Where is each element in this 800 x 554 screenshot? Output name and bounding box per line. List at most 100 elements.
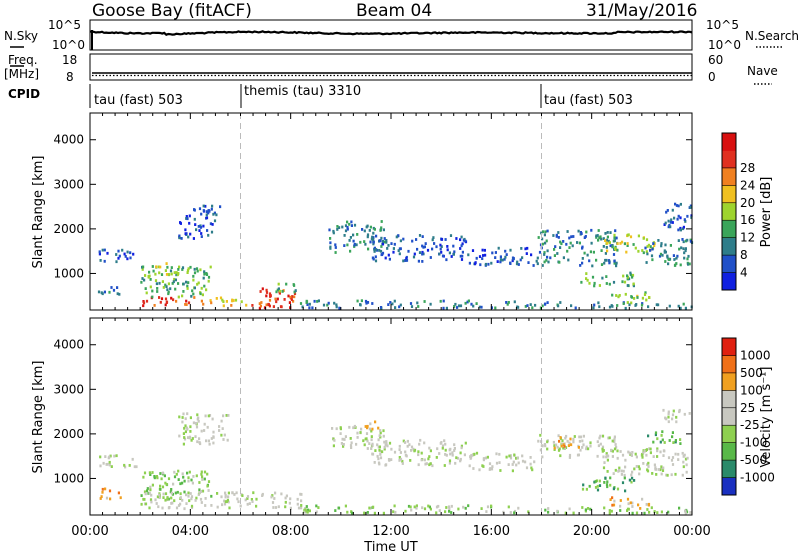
- range-cell: [406, 444, 409, 448]
- range-cell: [581, 246, 584, 250]
- range-cell: [227, 500, 230, 504]
- range-cell: [665, 210, 668, 214]
- range-cell: [546, 229, 549, 233]
- range-cell: [142, 497, 145, 501]
- range-cell: [359, 431, 362, 434]
- range-cell: [296, 497, 299, 501]
- range-cell: [505, 253, 508, 256]
- range-cell: [598, 436, 601, 440]
- range-cell: [251, 500, 254, 503]
- range-cell: [372, 231, 375, 235]
- range-cell: [360, 299, 363, 303]
- range-cell: [630, 295, 633, 298]
- range-cell: [480, 305, 483, 309]
- range-cell: [546, 447, 549, 451]
- colorbar-segment: [722, 338, 736, 356]
- range-cell: [615, 261, 618, 265]
- range-cell: [135, 465, 138, 469]
- range-cell: [478, 305, 481, 309]
- colorbar-tick-label: 16: [740, 213, 755, 227]
- range-cell: [116, 292, 119, 296]
- range-cell: [373, 250, 376, 253]
- range-cell: [220, 495, 223, 499]
- range-cell: [195, 496, 198, 500]
- range-cell: [598, 236, 601, 240]
- nsky-label: N.Sky: [4, 29, 38, 43]
- range-cell: [108, 290, 111, 294]
- range-cell: [675, 204, 678, 207]
- range-cell: [177, 295, 180, 299]
- range-cell: [650, 254, 654, 258]
- range-cell: [422, 245, 425, 249]
- range-cell: [613, 437, 616, 441]
- range-cell: [455, 237, 458, 240]
- range-cell: [413, 505, 416, 509]
- range-cell: [303, 510, 306, 514]
- range-cell: [671, 431, 674, 434]
- range-cell: [154, 279, 158, 282]
- range-cell: [268, 298, 272, 302]
- range-cell: [486, 505, 490, 509]
- range-cell: [441, 446, 444, 450]
- range-cell: [370, 237, 373, 241]
- range-cell: [110, 465, 113, 468]
- range-cell: [683, 453, 686, 457]
- range-cell: [393, 242, 396, 246]
- range-cell: [534, 303, 537, 307]
- range-cell: [529, 456, 532, 459]
- range-cell: [451, 451, 454, 455]
- range-cell: [662, 454, 665, 457]
- range-cell: [541, 237, 544, 241]
- range-cell: [539, 433, 542, 437]
- range-cell: [672, 409, 675, 413]
- range-cell: [200, 232, 203, 235]
- range-cell: [614, 229, 617, 233]
- range-cell: [413, 252, 416, 256]
- range-cell: [578, 241, 581, 245]
- range-cell: [124, 255, 127, 258]
- range-cell: [570, 443, 573, 447]
- range-cell: [667, 219, 670, 223]
- range-cell: [554, 245, 557, 248]
- range-cell: [497, 246, 500, 250]
- range-cell: [103, 248, 106, 252]
- range-cell: [467, 504, 470, 508]
- range-cell: [569, 437, 572, 441]
- range-cell: [589, 250, 592, 254]
- range-cell: [453, 449, 456, 452]
- range-cell: [572, 235, 575, 238]
- range-cell: [173, 475, 177, 479]
- range-cell: [198, 481, 201, 484]
- range-cell: [553, 448, 556, 451]
- range-cell: [631, 451, 634, 454]
- range-cell: [614, 443, 617, 446]
- range-cell: [383, 440, 386, 444]
- range-cell: [131, 457, 134, 461]
- range-cell: [183, 479, 186, 483]
- range-cell: [521, 459, 525, 463]
- range-cell: [308, 302, 311, 306]
- colorbar-segment: [722, 255, 736, 273]
- range-cell: [293, 292, 297, 295]
- range-cell: [508, 454, 511, 458]
- range-cell: [668, 439, 671, 442]
- range-cell: [366, 233, 370, 237]
- range-cell: [596, 440, 599, 444]
- range-cell: [108, 455, 111, 459]
- range-cell: [276, 297, 279, 301]
- range-cell: [303, 508, 306, 512]
- colorbar-segment: [722, 460, 736, 478]
- range-cell: [596, 454, 599, 458]
- range-cell: [364, 299, 368, 303]
- range-cell: [670, 473, 673, 477]
- range-cell: [512, 460, 515, 464]
- range-cell: [185, 280, 188, 284]
- range-cell: [344, 229, 348, 233]
- range-cell: [209, 299, 212, 302]
- range-cell: [613, 236, 616, 240]
- y-tick-label: 4000: [53, 133, 84, 147]
- range-cell: [515, 262, 519, 266]
- range-cell: [657, 239, 660, 242]
- range-cell: [499, 255, 502, 259]
- range-cell: [603, 481, 606, 484]
